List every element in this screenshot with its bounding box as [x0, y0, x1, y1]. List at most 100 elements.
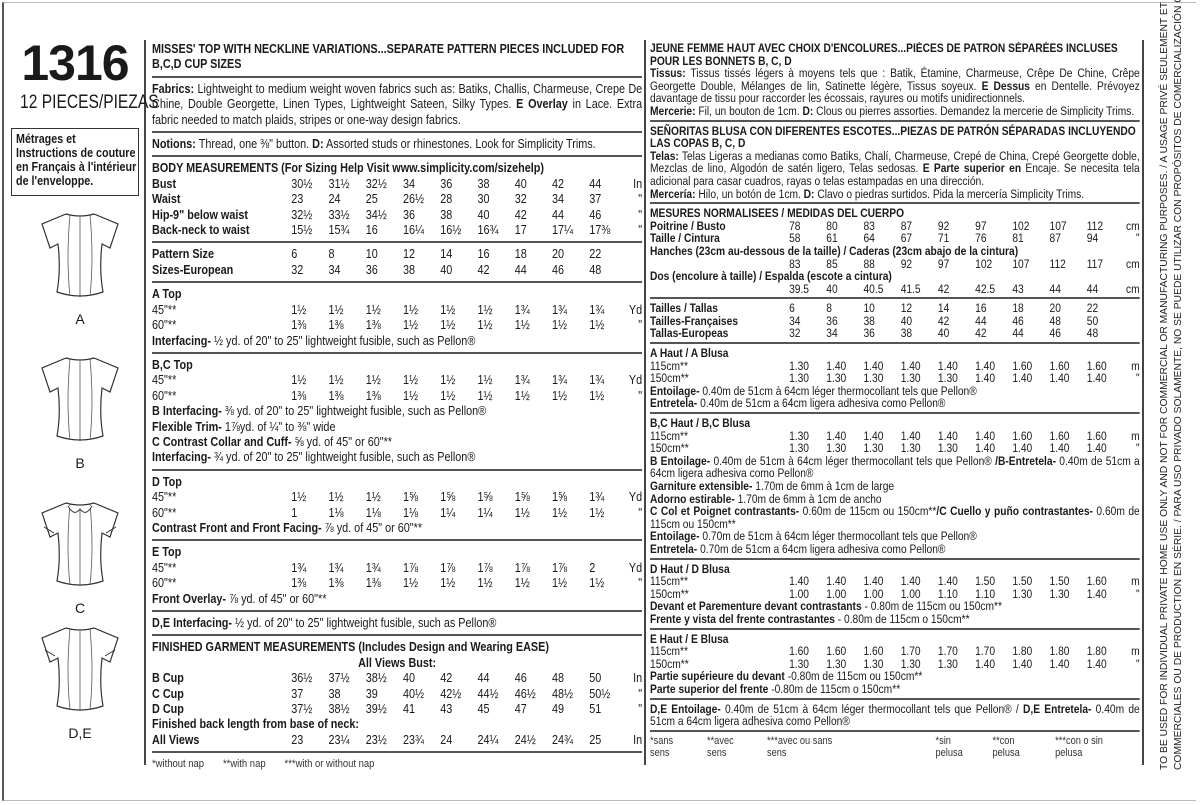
section: FINISHED GARMENT MEASUREMENTS (Includes … — [152, 640, 642, 748]
row-label: 150cm** — [650, 371, 689, 386]
row-unit — [1124, 327, 1140, 340]
row-value: 44 — [1012, 326, 1024, 341]
row-unit: m — [1131, 574, 1140, 589]
row-value: 23¼ — [328, 732, 350, 747]
row-value: 1.40 — [1049, 656, 1070, 671]
row-value: 42 — [975, 326, 987, 341]
row-heading: E Haut / E Blusa — [650, 631, 729, 646]
paragraph: D,E Interfacing- ½ yd. of 20" to 25" lig… — [152, 616, 642, 631]
french-spanish-column: JEUNE FEMME HAUT AVEC CHOIX D'ENCOLURES.… — [650, 42, 1140, 772]
paragraph-text: Tissus tissés légers à moyens tels que :… — [650, 66, 1140, 93]
row-value: 16 — [477, 247, 490, 262]
row-label: 115cm** — [650, 644, 688, 659]
section-divider — [650, 202, 1140, 205]
row-value: 47 — [514, 702, 527, 717]
measurement-row: 115cm** 1.30 1.40 1.40 1.40 1.40 1.40 1.60 1.60 1… — [650, 430, 1140, 443]
disclaimer-line-2: COMMERCIALES OU DE PRODUCTION EN SÉRIE. … — [1173, 0, 1184, 770]
row-value: 1½ — [328, 373, 344, 388]
paragraph-text: 0.60m de 115cm ou 150cm** — [799, 504, 937, 519]
section: Notions: Thread, one ⅜" button. D: Assor… — [152, 137, 642, 152]
footnote: *without nap — [152, 758, 205, 771]
row-value: 25 — [365, 192, 378, 207]
paragraph: Notions: Thread, one ⅜" button. D: Assor… — [152, 137, 642, 152]
measurement-row: 60"** 1⅜ 1⅜ 1⅜ 1½ 1½ 1½ 1½ 1½ 1½ " — [152, 318, 642, 333]
paragraph-label: Frente y vista del frente contrastantes — [650, 611, 835, 626]
row-value: 10 — [365, 247, 378, 262]
paragraph-label: E Parte superior en — [922, 161, 1022, 176]
measurement-row: 60"** 1⅜ 1⅜ 1⅜ 1½ 1½ 1½ 1½ 1½ 1½ " — [152, 576, 642, 591]
row-value: 1¾ — [328, 560, 344, 575]
row-value: 1⅝ — [402, 490, 419, 505]
row-unit: In — [633, 176, 642, 191]
paragraph-label: B Entoilage- — [650, 453, 711, 468]
paragraph: Entretela- 0.70m de 51cm a 64cm ligera a… — [650, 543, 1140, 556]
paragraph-label: Contrast Front and Front Facing- — [152, 520, 322, 535]
paragraph-label: Entretela- — [650, 541, 698, 556]
row-value: 1¾ — [589, 373, 605, 388]
row-value: 1.70 — [937, 644, 958, 659]
paragraph-text: ½ yd. of 20" to 25" lightweight fusible,… — [232, 616, 497, 630]
row-value: 38 — [328, 686, 341, 701]
section: B,C Top 45"** 1½ 1½ 1½ 1½ 1½ 1½ 1¾ 1¾ 1¾ Yd 60"** 1⅜ 1… — [152, 358, 642, 466]
row-value: 1½ — [589, 318, 605, 333]
section: E Haut / E Blusa 115cm** 1.60 1.60 1.60 1.70 1… — [650, 631, 1140, 696]
section: JEUNE FEMME HAUT AVEC CHOIX D'ENCOLURES.… — [650, 42, 1140, 118]
row-value: 48 — [551, 671, 565, 686]
row-value: 58 — [789, 231, 801, 246]
paragraph-label: C Col et Poignet contrastants- — [650, 504, 800, 519]
row-label: 150cm** — [650, 586, 689, 601]
paragraph-text: Clous ou pierres assorties. Demandez la … — [813, 103, 1135, 118]
row-unit — [1124, 302, 1140, 315]
row-value: 1.30 — [826, 441, 847, 456]
view-label: C — [74, 600, 86, 616]
row-value: 41 — [402, 702, 416, 717]
row-label: Pattern Size — [152, 247, 215, 262]
row-value: 1.40 — [975, 358, 996, 373]
paragraph: Fabrics: Lightweight to medium weight wo… — [152, 82, 642, 128]
row-unit: In — [633, 671, 642, 686]
row-value: 1.40 — [1049, 441, 1070, 456]
row-value: 32 — [514, 192, 527, 207]
pieces-count: 12 PIECES/PIEZAS — [20, 92, 159, 113]
row-value: 1⅜ — [291, 318, 307, 333]
paragraph-text: Thread, one ⅜" button. — [195, 137, 313, 152]
row-value: 1.30 — [900, 371, 921, 386]
row-value: 1⅞ — [551, 560, 568, 575]
paragraph-text: 1.70m de 6mm à 1cm de ancho — [734, 491, 882, 506]
row-value: 1⅜ — [365, 318, 381, 333]
paragraph-text: Hilo, un botón de 1cm. — [695, 186, 804, 201]
footnotes: *without nap **with nap ***with or without… — [152, 757, 642, 772]
paragraph-label: Telas: — [650, 148, 679, 163]
measurement-row: 60"** 1 1⅛ 1⅛ 1⅛ 1¼ 1¼ 1½ 1½ 1½ " — [152, 506, 642, 521]
row-value: 42 — [514, 207, 527, 222]
row-value: 17 — [514, 223, 527, 238]
section-divider — [152, 75, 642, 78]
section: BODY MEASUREMENTS (For Sizing Help Visit… — [152, 161, 642, 238]
row-unit: Yd — [628, 302, 642, 317]
row-heading: A Haut / A Blusa — [650, 346, 729, 361]
row-value: 36 — [863, 326, 875, 341]
paragraph-label: Devant et Parementure devant contrastant… — [650, 599, 862, 614]
row-value: 1½ — [589, 505, 605, 520]
paragraph: Entoilage- 0.70m de 51cm à 64cm léger th… — [650, 530, 1140, 543]
row-heading: D Top — [152, 474, 182, 489]
row-unit: " — [638, 505, 642, 520]
paragraph: Interfacing- ½ yd. of 20" to 25" lightwe… — [152, 334, 642, 349]
top-view-c-icon — [41, 502, 119, 586]
row-value: 1½ — [328, 490, 344, 505]
row-value: 1.40 — [1086, 656, 1107, 671]
row-value: 1.40 — [900, 428, 921, 443]
row-value: 22 — [589, 247, 602, 262]
row-value: 44 — [589, 176, 602, 191]
section-divider — [650, 557, 1140, 560]
row-heading: D Haut / D Blusa — [650, 561, 730, 576]
row-value: 1½ — [440, 576, 456, 591]
row-value: 1.80 — [1012, 644, 1033, 659]
row-value: 1.30 — [863, 371, 884, 386]
paragraph-text: -0.80m de 115cm ou 150cm** — [784, 669, 923, 684]
row-value: 16¾ — [477, 223, 499, 238]
row-value: 1.30 — [789, 428, 810, 443]
row-value: 1.40 — [1049, 371, 1070, 386]
row-value: 46 — [589, 207, 602, 222]
row-value: 16¼ — [402, 223, 425, 238]
